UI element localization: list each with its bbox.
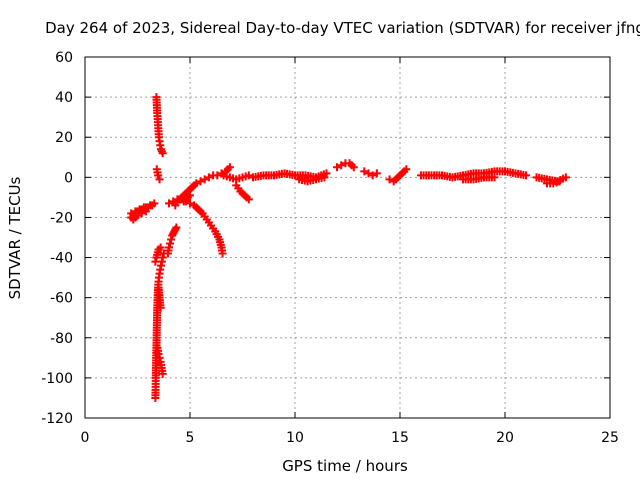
- data-point-marker: [158, 149, 167, 158]
- data-point-marker: [186, 199, 194, 208]
- y-tick-label: 40: [55, 90, 73, 106]
- data-point-marker: [200, 175, 209, 184]
- data-point-marker: [154, 171, 163, 180]
- data-point-marker: [204, 173, 213, 182]
- grid-layer: [85, 57, 610, 418]
- data-point-marker: [133, 211, 142, 220]
- y-tick-label: 0: [64, 170, 73, 186]
- data-point-marker: [322, 169, 331, 178]
- data-point-marker: [156, 303, 165, 312]
- data-point-marker: [368, 171, 377, 180]
- data-point-marker: [349, 163, 358, 172]
- data-point-marker: [137, 209, 146, 218]
- data-point-marker: [155, 353, 164, 362]
- data-point-marker: [151, 257, 160, 266]
- data-point-marker: [167, 235, 176, 244]
- data-point-marker: [172, 223, 181, 232]
- marks-layer: [127, 93, 570, 402]
- data-point-marker: [158, 369, 167, 378]
- data-point-marker: [196, 177, 205, 186]
- data-point-marker: [165, 199, 173, 208]
- x-tick-label: 15: [391, 430, 409, 446]
- data-point-marker: [364, 169, 373, 178]
- data-point-marker: [490, 173, 499, 182]
- data-point-marker: [402, 165, 411, 174]
- data-point-marker: [169, 197, 178, 206]
- data-point-marker: [186, 191, 194, 200]
- data-point-marker: [320, 173, 329, 182]
- data-point-marker: [337, 161, 346, 170]
- data-point-marker: [155, 175, 164, 184]
- data-point-marker: [150, 199, 159, 208]
- y-tick-label: -40: [50, 251, 73, 267]
- data-point-marker: [225, 163, 234, 172]
- data-point-marker: [360, 167, 369, 176]
- data-point-marker: [154, 349, 163, 358]
- y-tick-label: -20: [50, 210, 73, 226]
- data-point-marker: [156, 243, 165, 252]
- x-tick-label: 5: [186, 430, 195, 446]
- plot-frame: [84, 56, 611, 419]
- data-point-marker: [166, 239, 175, 248]
- data-point-marker: [372, 169, 381, 178]
- data-point-marker: [192, 179, 201, 188]
- x-tick-label: 0: [81, 430, 90, 446]
- data-point-marker: [333, 163, 341, 172]
- data-point-marker: [141, 207, 150, 216]
- data-point-marker: [244, 171, 253, 180]
- y-tick-label: -80: [50, 331, 73, 347]
- y-tick-label: -120: [41, 411, 73, 427]
- x-tick-label: 10: [286, 430, 304, 446]
- y-tick-label: -100: [41, 371, 73, 387]
- x-axis-title: GPS time / hours: [282, 457, 408, 475]
- data-point-marker: [165, 243, 173, 252]
- x-tick-label: 20: [496, 430, 514, 446]
- y-axis-title: SDTVAR / TECUs: [6, 176, 24, 299]
- y-tick-label: 20: [55, 130, 73, 146]
- data-point-marker: [555, 177, 564, 186]
- data-point-marker: [218, 249, 227, 258]
- data-point-marker: [561, 173, 570, 182]
- chart-title: Day 264 of 2023, Sidereal Day-to-day VTE…: [45, 19, 640, 37]
- y-tick-label: -60: [50, 291, 73, 307]
- y-tick-label: 60: [55, 50, 73, 66]
- data-point-marker: [244, 195, 253, 204]
- ticks-layer: 0 5 10 15 20 25 -120 -100 -80 -60 -40 -20 0 20 40 60: [41, 50, 619, 446]
- x-tick-label: 25: [601, 430, 619, 446]
- data-point-marker: [522, 171, 530, 180]
